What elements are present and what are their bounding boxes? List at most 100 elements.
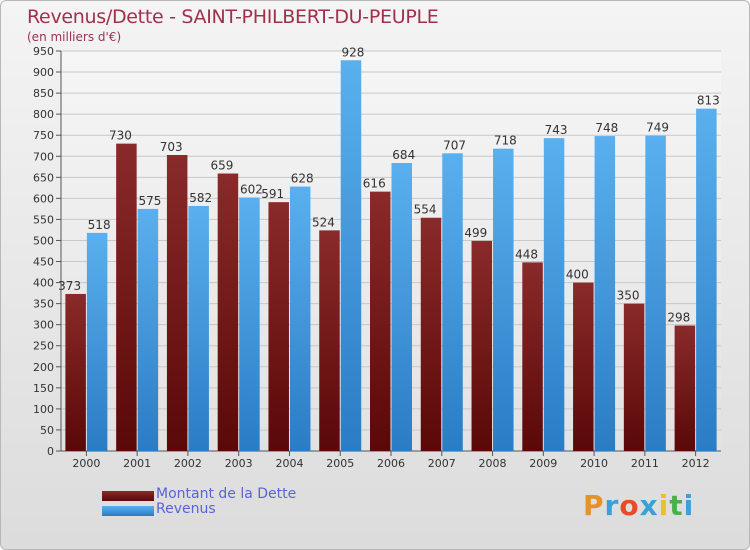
x-tick-label: 2002	[174, 457, 202, 470]
y-tick-label: 700	[33, 150, 54, 163]
data-label-revenus: 928	[342, 45, 365, 59]
bar-dette	[471, 240, 493, 451]
data-label-dette: 616	[363, 177, 386, 191]
bar-dette	[573, 282, 594, 451]
y-tick-label: 50	[40, 424, 54, 437]
bar-dette	[674, 325, 696, 451]
logo-letter: t	[669, 489, 684, 522]
bar-revenus	[86, 232, 108, 451]
y-tick-label: 300	[33, 319, 54, 332]
bar-dette	[65, 293, 86, 451]
y-tick-label: 550	[33, 213, 54, 226]
plot-area	[61, 51, 721, 451]
bar-dette	[522, 262, 543, 451]
bar-dette	[623, 303, 645, 451]
data-label-dette: 524	[312, 215, 335, 229]
bar-dette	[370, 191, 391, 451]
data-label-dette: 554	[414, 203, 437, 217]
data-label-dette: 298	[667, 311, 690, 325]
x-tick-label: 2008	[479, 457, 507, 470]
bar-revenus	[645, 135, 666, 451]
y-tick-label: 450	[33, 256, 54, 269]
bar-revenus	[543, 138, 565, 451]
y-tick-label: 200	[33, 361, 54, 374]
data-label-revenus: 684	[392, 148, 415, 162]
data-label-dette: 591	[261, 187, 284, 201]
data-label-revenus: 582	[189, 191, 212, 205]
y-tick-label: 600	[33, 192, 54, 205]
data-label-revenus: 575	[138, 194, 161, 208]
data-label-dette: 373	[58, 279, 81, 293]
legend-label-dette: Montant de la Dette	[156, 486, 297, 502]
data-label-dette: 659	[210, 159, 233, 173]
y-tick-label: 650	[33, 171, 54, 184]
bar-revenus	[442, 153, 463, 451]
chart-subtitle: (en milliers d'€)	[27, 30, 122, 44]
x-tick-label: 2007	[428, 457, 456, 470]
x-tick-label: 2004	[275, 457, 303, 470]
data-label-revenus: 718	[494, 134, 517, 148]
y-tick-label: 500	[33, 234, 54, 247]
data-label-revenus: 628	[291, 172, 314, 186]
y-tick-label: 900	[33, 66, 54, 79]
bar-dette	[420, 217, 442, 451]
bar-dette	[217, 173, 239, 452]
data-label-dette: 400	[566, 268, 589, 282]
x-tick-label: 2000	[72, 457, 100, 470]
x-tick-label: 2012	[682, 457, 710, 470]
x-tick-label: 2011	[631, 457, 659, 470]
logo-letter: o	[619, 489, 640, 522]
logo-letter: r	[604, 489, 620, 522]
bar-dette	[268, 202, 289, 451]
data-label-revenus: 748	[595, 121, 618, 135]
bar-revenus	[391, 163, 412, 451]
bar-revenus	[289, 186, 311, 451]
legend-item-revenus: Revenus	[102, 501, 216, 518]
bar-revenus	[137, 208, 159, 451]
legend-swatch-dette	[102, 490, 154, 501]
legend-item-dette: Montant de la Dette	[102, 486, 296, 503]
data-label-revenus: 707	[443, 138, 466, 152]
x-tick-label: 2010	[580, 457, 608, 470]
y-tick-label: 750	[33, 129, 54, 142]
bar-revenus	[696, 108, 717, 452]
y-tick-label: 0	[47, 445, 54, 458]
bar-revenus	[340, 60, 362, 452]
data-label-revenus: 602	[240, 183, 263, 197]
legend-swatch-revenus	[102, 505, 154, 516]
data-label-dette: 703	[160, 140, 183, 154]
x-tick-label: 2006	[377, 457, 405, 470]
logo-letter: i	[683, 489, 695, 522]
y-tick-label: 100	[33, 403, 54, 416]
y-tick-label: 950	[33, 45, 54, 58]
y-tick-label: 350	[33, 298, 54, 311]
x-tick-label: 2003	[225, 457, 253, 470]
chart-title: Revenus/Dette - SAINT-PHILBERT-DU-PEUPLE	[27, 6, 439, 28]
bar-dette	[116, 143, 137, 451]
data-label-dette: 350	[617, 289, 640, 303]
y-tick-label: 150	[33, 382, 54, 395]
proxiti-logo: Proxiti	[583, 489, 694, 522]
y-tick-label: 800	[33, 108, 54, 121]
logo-letter: i	[658, 489, 670, 522]
logo-letter: P	[583, 489, 605, 522]
data-label-dette: 730	[109, 129, 132, 143]
bar-dette	[319, 230, 340, 451]
y-tick-label: 400	[33, 277, 54, 290]
bar-dette	[166, 155, 188, 451]
data-label-revenus: 749	[646, 121, 669, 135]
bar-revenus	[239, 197, 260, 451]
data-label-revenus: 813	[697, 94, 720, 108]
legend-label-revenus: Revenus	[156, 501, 216, 517]
data-label-dette: 499	[464, 226, 487, 240]
bar-revenus	[594, 136, 616, 452]
x-tick-label: 2001	[123, 457, 151, 470]
data-label-revenus: 743	[545, 123, 568, 137]
y-tick-label: 850	[33, 87, 54, 100]
bar-revenus	[493, 148, 514, 451]
data-label-revenus: 518	[88, 218, 111, 232]
bar-revenus	[188, 205, 209, 451]
x-tick-label: 2009	[529, 457, 557, 470]
